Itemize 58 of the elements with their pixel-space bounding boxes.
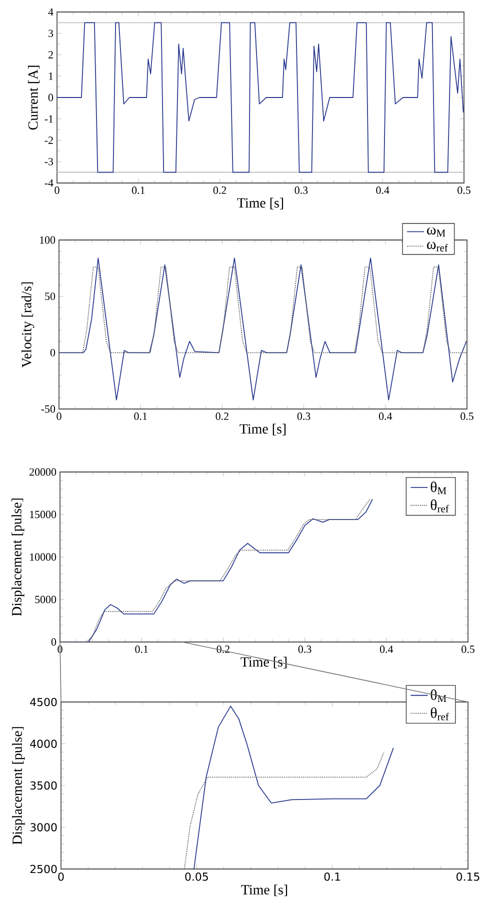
x-tick-label: 0.1 [324,872,340,881]
y-tick-label: 10000 [30,553,56,561]
x-tick-label: 0.15 [456,872,480,881]
x-tick-label: 0.5 [460,412,474,420]
legend-label: ω$_{ref}$ [427,242,448,252]
legend-label: θ$_{ref}$ [430,499,449,512]
y-tick-label: 3500 [30,781,57,790]
y-axis-title: Displacement [pulse] [12,498,24,616]
y-tick-label: 4000 [30,740,57,748]
y-axis-title: Displacement [pulse] [12,727,25,845]
x-tick-label: 0.3 [294,186,308,194]
y-tick-label: 4500 [30,698,57,706]
y-tick-label: 0 [50,348,56,356]
y-tick-label: -3 [44,158,54,166]
x-tick-label: 0.3 [298,646,312,653]
x-tick-label: 0.4 [380,646,394,653]
x-tick-label: 0 [58,872,64,881]
y-tick-label: 0 [51,638,56,646]
x-tick-label: 0.1 [134,412,147,420]
y-tick-label: 3 [48,30,54,38]
y-tick-label: 20000 [30,468,56,476]
x-tick-label: 0.05 [185,872,208,881]
legend-label: ω$_{M}$ [427,227,446,237]
x-tick-label: 0.2 [213,186,226,194]
x-tick-label: 0.2 [216,646,230,653]
y-tick-label: 50 [45,292,56,300]
x-axis-title: Time [s] [241,884,288,896]
y-tick-label: -50 [41,405,56,413]
legend-label: θ$_{M}$ [430,481,446,494]
y-tick-label: 2500 [30,864,57,874]
y-tick-label: 2 [48,51,53,58]
legend-label: θ$_{M}$ [430,689,446,702]
line-series [59,258,467,400]
y-axis-title: Velocity [rad/s] [22,282,34,368]
legend-label: θ$_{ref}$ [430,707,449,720]
y-tick-label: -2 [44,136,53,144]
y-tick-label: 5000 [35,596,56,604]
x-tick-label: 0.1 [135,646,148,653]
x-tick-label: 0.2 [216,412,228,420]
y-tick-label: 3000 [30,823,57,832]
x-tick-label: 0.5 [458,186,470,194]
y-tick-label: 100 [40,236,56,244]
x-axis-title: Time [s] [240,424,286,436]
y-tick-label: -1 [44,115,53,122]
x-tick-label: 0.3 [297,412,310,420]
y-tick-label: -4 [44,179,54,187]
y-tick-label: 4 [48,8,54,16]
y-tick-label: 1 [48,72,53,80]
y-tick-label: 15000 [30,510,56,518]
line-series [194,706,394,869]
y-tick-label: 0 [48,94,54,102]
x-tick-label: 0.4 [378,412,392,420]
x-axis-title: Time [s] [237,198,284,210]
x-tick-label: 0.4 [376,186,390,194]
x-tick-label: 0 [58,646,62,653]
x-tick-label: 0.1 [132,186,145,194]
y-axis-title: Current [A] [28,66,40,130]
x-tick-label: 0.5 [462,646,474,653]
